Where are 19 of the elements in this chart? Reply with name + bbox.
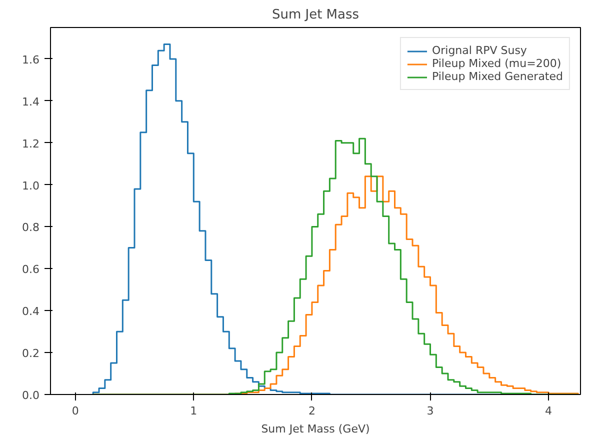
legend-label: Orignal RPV Susy (432, 44, 527, 57)
x-tick-label: 0 (72, 404, 79, 418)
legend-label: Pileup Mixed (mu=200) (432, 57, 562, 70)
chart-title: Sum Jet Mass (272, 8, 360, 22)
y-tick-label: 0.2 (22, 347, 40, 360)
x-tick-label: 4 (545, 404, 552, 418)
x-tick-label: 2 (308, 404, 316, 418)
y-tick-label: 0.6 (22, 263, 40, 276)
y-tick-label: 1.6 (22, 53, 40, 66)
y-tick-label: 0.8 (22, 221, 40, 234)
y-tick-label: 0.0 (22, 389, 40, 402)
legend-label: Pileup Mixed Generated (432, 70, 563, 83)
y-tick-label: 0.4 (22, 305, 40, 318)
x-tick-label: 3 (426, 404, 434, 418)
y-tick-label: 1.4 (22, 95, 40, 108)
y-tick-label: 1.2 (22, 137, 40, 150)
x-axis-title: Sum Jet Mass (GeV) (261, 422, 370, 436)
x-tick-label: 1 (190, 404, 198, 418)
y-tick-label: 1.0 (22, 179, 40, 192)
